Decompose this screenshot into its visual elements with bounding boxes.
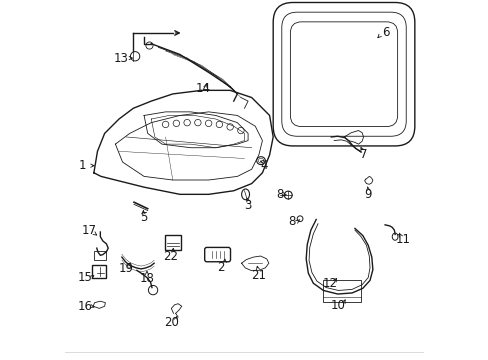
Text: 17: 17: [82, 224, 97, 238]
Text: 15: 15: [77, 271, 92, 284]
Text: 3: 3: [244, 199, 251, 212]
Text: 6: 6: [381, 27, 388, 40]
Text: 16: 16: [77, 300, 92, 313]
Text: 9: 9: [364, 188, 371, 201]
Text: 8: 8: [288, 215, 295, 228]
Text: 14: 14: [195, 82, 210, 95]
Text: 13: 13: [113, 51, 128, 64]
Text: 4: 4: [260, 159, 267, 172]
Text: 10: 10: [330, 299, 345, 312]
Text: 18: 18: [139, 272, 154, 285]
Text: 1: 1: [79, 159, 86, 172]
Text: 20: 20: [164, 316, 179, 329]
Bar: [323, 280, 360, 302]
Text: 11: 11: [395, 233, 409, 246]
Text: 22: 22: [163, 249, 178, 262]
Text: 7: 7: [359, 148, 366, 161]
Text: 2: 2: [217, 261, 224, 274]
Text: 19: 19: [119, 262, 133, 275]
Text: 12: 12: [322, 278, 337, 291]
Text: 21: 21: [250, 269, 265, 282]
Text: 5: 5: [140, 211, 147, 224]
Text: 8: 8: [275, 188, 283, 201]
